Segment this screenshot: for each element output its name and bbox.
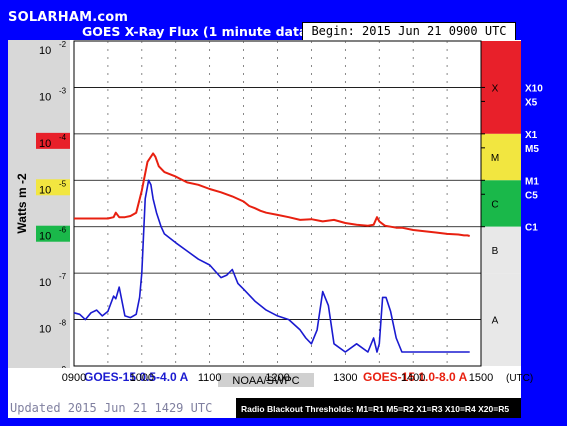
flare-class-label-X: X [492,83,499,94]
y-tick-exp-4: -6 [59,226,67,235]
xray-flux-chart: XMCBA10-210-310-410-510-610-710-810-9Wat… [8,40,521,368]
series-line-1 [73,179,470,353]
footer-svg: GOES-15 0.5-4.0 A NOAA/SWPC GOES-15 1.0-… [10,370,521,418]
threshold-bar [236,398,521,418]
y-tick-label-0: 10 [39,45,51,57]
flare-threshold-label-0: X10 [525,83,543,94]
y-tick-label-6: 10 [39,324,51,336]
series-line-0 [74,152,470,237]
flare-band-B [481,226,521,274]
updated-time: Updated 2015 Jun 21 1429 UTC [10,401,212,415]
flare-threshold-label-6: C1 [525,223,538,234]
y-tick-label-4: 10 [39,231,51,243]
y-tick-highlight-1 [36,179,70,196]
flare-band-X [481,41,521,134]
source-badge-bg [218,373,314,387]
y-tick-exp-7: -9 [59,365,67,368]
y-tick-highlight-0 [36,132,70,149]
chart-title: GOES X-Ray Flux (1 minute data) [82,24,314,39]
y-tick-label-2: 10 [39,138,51,150]
legend-long-wave: GOES-15 1.0-8.0 A [363,370,468,384]
flare-threshold-label-5: C5 [525,190,538,201]
y-tick-exp-6: -8 [59,319,67,328]
y-tick-label-3: 10 [39,184,51,196]
y-axis-title: Watts m -2 [15,173,29,234]
flare-band-M [481,133,521,181]
plot-area [73,40,482,367]
flare-threshold-label-2: X1 [525,130,538,141]
y-tick-highlight-2 [36,225,70,242]
y-tick-exp-5: -7 [59,272,67,281]
flare-band-C [481,180,521,227]
y-tick-label-5: 10 [39,277,51,289]
begin-time-box: Begin: 2015 Jun 21 0900 UTC [302,22,516,41]
site-name: SOLARHAM.com [8,10,129,25]
flare-class-label-B: B [492,246,499,257]
radio-blackout-thresholds: Radio Blackout Thresholds: M1=R1 M5=R2 X… [241,404,509,414]
flare-threshold-label-3: M5 [525,144,539,155]
chart-frame: XMCBA10-210-310-410-510-610-710-810-9Wat… [8,40,521,368]
y-tick-exp-2: -4 [59,133,67,142]
y-tick-exp-0: -2 [59,40,67,49]
y-tick-label-1: 10 [39,91,51,103]
y-tick-exp-3: -5 [59,179,67,188]
flare-class-label-C: C [491,200,498,211]
source-label: NOAA/SWPC [232,375,299,387]
flare-threshold-label-1: X5 [525,97,538,108]
y-tick-exp-1: -3 [59,86,67,95]
legend-short-wave: GOES-15 0.5-4.0 A [84,370,189,384]
flare-class-label-A: A [492,316,499,327]
flare-threshold-label-4: M1 [525,176,539,187]
flare-class-label-M: M [491,153,499,164]
flare-band-A [481,273,521,366]
y-axis-column [8,40,70,368]
footer-panel: GOES-15 0.5-4.0 A NOAA/SWPC GOES-15 1.0-… [8,368,521,418]
